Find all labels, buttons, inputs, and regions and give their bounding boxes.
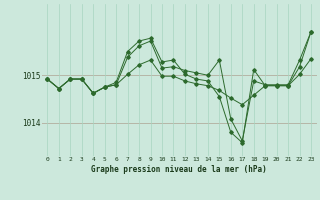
X-axis label: Graphe pression niveau de la mer (hPa): Graphe pression niveau de la mer (hPa) xyxy=(91,165,267,174)
